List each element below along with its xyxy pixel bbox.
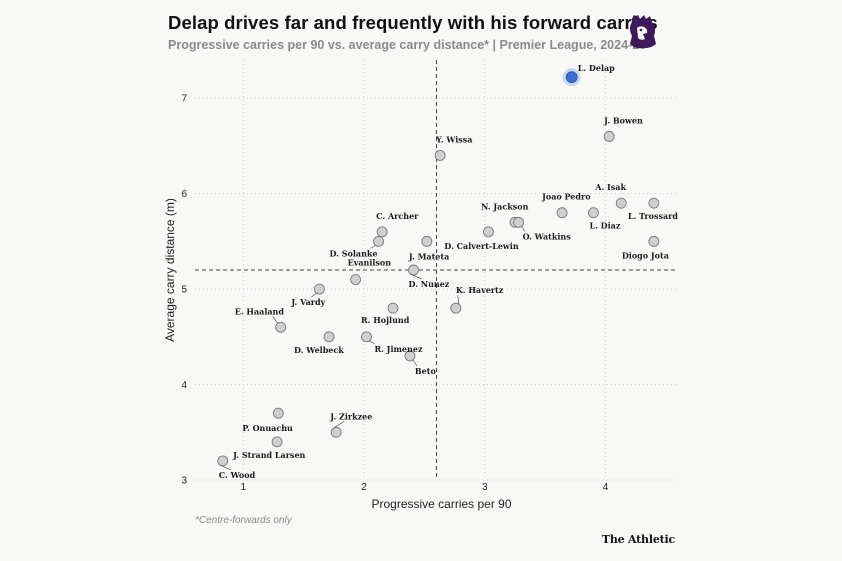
grid-lines xyxy=(195,60,678,481)
point-label: J. Zirkzee xyxy=(329,411,372,421)
x-tick-label: 1 xyxy=(241,482,247,493)
point-label: N. Jackson xyxy=(481,201,529,211)
data-point xyxy=(323,331,335,343)
point-label: R. Hojlund xyxy=(361,315,410,325)
point-label: Evanilson xyxy=(348,258,392,268)
point-label: D. Solanke xyxy=(330,248,378,258)
y-tick-label: 5 xyxy=(181,285,187,296)
data-points xyxy=(217,68,660,467)
y-axis-label: Average carry distance (m) xyxy=(163,198,177,342)
label-leader-line xyxy=(272,316,279,324)
point-label: D. Nunez xyxy=(409,279,450,289)
point-labels: L. Delap J. Bowen Y. Wissa A. Isak L. Trossa… xyxy=(219,63,679,480)
point-label: J. Mateta xyxy=(408,251,449,261)
label-leader-line xyxy=(457,295,460,305)
data-point xyxy=(271,436,283,448)
point-label: D. Welbeck xyxy=(294,345,344,355)
point-label: C. Archer xyxy=(376,211,419,221)
label-leader-line xyxy=(521,226,525,232)
data-point xyxy=(482,226,494,238)
data-point xyxy=(373,235,384,247)
label-leader-line xyxy=(311,292,317,298)
brand-logo: The Athletic xyxy=(601,533,675,546)
premier-league-lion-icon xyxy=(630,15,656,49)
data-point xyxy=(615,197,627,209)
data-point xyxy=(434,150,446,161)
data-point xyxy=(272,407,284,419)
point-label: O. Watkins xyxy=(523,231,572,241)
point-label: J. Vardy xyxy=(290,297,325,307)
data-point xyxy=(404,350,416,362)
point-label: Beto xyxy=(415,366,437,376)
point-label: L. Diaz xyxy=(589,221,620,231)
data-point xyxy=(217,455,229,467)
point-label: Diogo Jota xyxy=(622,250,669,260)
point-label: J. Bowen xyxy=(603,115,643,125)
point-label: D. Calvert-Lewin xyxy=(444,241,518,251)
data-point xyxy=(350,274,362,285)
point-label: K. Havertz xyxy=(456,285,504,295)
point-label: P. Onuachu xyxy=(242,423,293,433)
data-point xyxy=(421,235,433,247)
axis-ticks: 1 2 3 4 3 4 5 6 7 xyxy=(181,94,608,493)
label-leader-line xyxy=(219,464,231,471)
data-point xyxy=(387,302,399,314)
label-leader-line xyxy=(410,273,422,280)
y-tick-label: 4 xyxy=(181,380,187,391)
point-label: L. Trossard xyxy=(628,211,679,221)
point-label: E. Haaland xyxy=(235,306,285,316)
data-point-highlighted xyxy=(565,71,578,84)
data-point xyxy=(313,283,325,295)
point-label: R. Jimenez xyxy=(374,344,423,354)
x-tick-label: 2 xyxy=(361,482,367,493)
data-point xyxy=(513,216,525,228)
point-label: Y. Wissa xyxy=(435,134,472,144)
label-leader-line xyxy=(412,359,418,367)
point-label: C. Wood xyxy=(219,470,256,480)
point-label: J. Strand Larsen xyxy=(232,450,305,460)
data-point xyxy=(376,226,388,238)
x-tick-label: 3 xyxy=(482,482,488,493)
data-point xyxy=(450,302,462,314)
data-point xyxy=(588,207,599,219)
chart-title: Delap drives far and frequently with his… xyxy=(168,12,658,33)
label-leader-line xyxy=(370,245,376,249)
label-leader-line xyxy=(369,340,375,345)
data-point xyxy=(648,235,660,247)
label-leader-line xyxy=(333,420,345,429)
data-point xyxy=(361,331,372,343)
point-label: Joao Pedro xyxy=(541,192,591,202)
reference-lines xyxy=(195,60,678,480)
y-tick-label: 3 xyxy=(181,476,187,487)
x-tick-label: 4 xyxy=(603,482,609,493)
data-point xyxy=(330,426,342,438)
data-point xyxy=(648,197,660,209)
x-axis-label: Progressive carries per 90 xyxy=(371,497,511,511)
point-label: A. Isak xyxy=(594,182,626,192)
chart-subtitle: Progressive carries per 90 vs. average c… xyxy=(168,38,647,52)
data-point xyxy=(275,321,287,333)
y-tick-label: 6 xyxy=(181,189,187,200)
footnote: *Centre-forwards only xyxy=(195,515,292,526)
point-label: L. Delap xyxy=(578,63,615,73)
data-point xyxy=(603,130,615,142)
data-point xyxy=(408,264,420,276)
y-tick-label: 7 xyxy=(181,94,187,105)
data-point xyxy=(556,207,568,219)
